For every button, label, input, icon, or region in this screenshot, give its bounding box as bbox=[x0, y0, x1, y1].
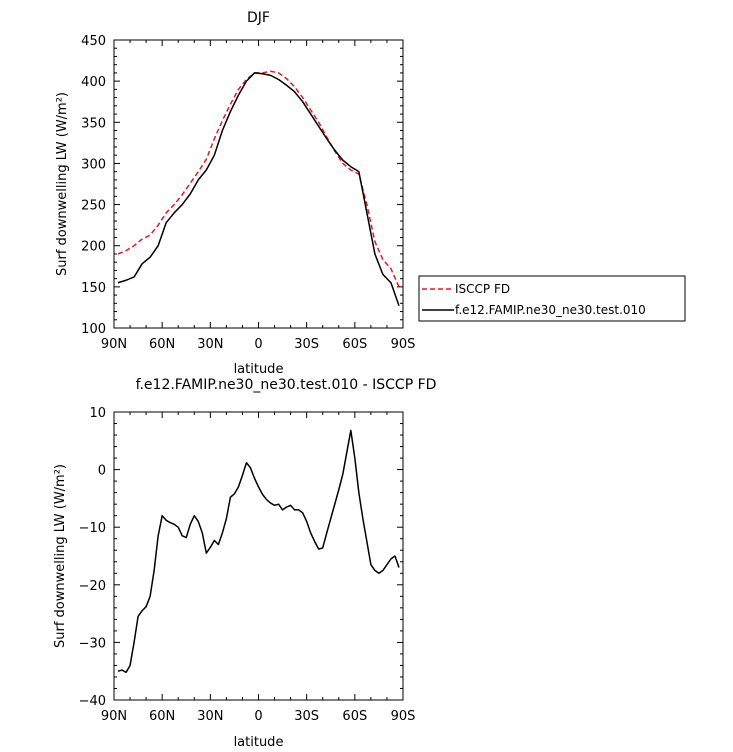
top-chart-lines bbox=[117, 70, 400, 307]
bottom-chart-lines bbox=[117, 429, 400, 674]
bottom-chart-y-tick-label: −40 bbox=[79, 694, 106, 709]
bottom-chart-y-tick-label: −30 bbox=[79, 636, 106, 651]
bottom-chart-x-tick-label: 90N bbox=[101, 709, 127, 724]
bottom-chart-plot-frame bbox=[113, 411, 404, 701]
bottom-chart-y-tick-label: 0 bbox=[98, 464, 106, 479]
top-chart-y-tick-label: 150 bbox=[81, 281, 106, 296]
top-chart-y-tick-label: 300 bbox=[81, 157, 106, 172]
bottom-chart-x-ticks: 90N 60N 30N 0 30S 60S 90S bbox=[101, 412, 416, 724]
bottom-chart-difference-line bbox=[117, 429, 400, 674]
top-chart-x-tick-label: 90N bbox=[101, 337, 127, 352]
bottom-chart-y-tick-label: −20 bbox=[79, 579, 106, 594]
top-chart-x-tick-label: 90S bbox=[391, 337, 416, 352]
bottom-chart-x-tick-label: 90S bbox=[391, 709, 416, 724]
top-chart-y-ticks: 100 150 200 250 300 350 400 450 bbox=[81, 34, 403, 337]
bottom-chart-x-tick-label: 30N bbox=[197, 709, 223, 724]
top-chart-title: DJF bbox=[247, 10, 270, 26]
top-chart-y-tick-label: 350 bbox=[81, 116, 106, 131]
top-chart-y-axis-title: Surf downwelling LW (W/m²) bbox=[55, 92, 70, 276]
top-chart-isccp-fd-line bbox=[117, 70, 400, 288]
top-chart-legend: ISCCP FD f.e12.FAMIP.ne30_ne30.test.010 bbox=[418, 275, 686, 322]
bottom-chart-panel: f.e12.FAMIP.ne30_ne30.test.010 - ISCCP F… bbox=[53, 377, 436, 750]
bottom-chart-y-tick-label: −10 bbox=[79, 521, 106, 536]
top-chart-y-tick-label: 100 bbox=[81, 322, 106, 337]
bottom-chart-x-tick-label: 0 bbox=[254, 709, 262, 724]
bottom-chart-x-tick-label: 60N bbox=[149, 709, 175, 724]
top-chart-x-tick-label: 60N bbox=[149, 337, 175, 352]
legend-box bbox=[418, 275, 686, 322]
bottom-chart-y-ticks: −40 −30 −20 −10 0 10 bbox=[79, 406, 403, 709]
top-chart-y-tick-label: 450 bbox=[81, 34, 106, 49]
top-chart-y-tick-label: 400 bbox=[81, 75, 106, 90]
top-chart-y-tick-label: 250 bbox=[81, 199, 106, 214]
bottom-chart-title: f.e12.FAMIP.ne30_ne30.test.010 - ISCCP F… bbox=[136, 377, 437, 393]
top-chart-x-tick-label: 0 bbox=[254, 337, 262, 352]
top-chart-x-tick-label: 60S bbox=[342, 337, 367, 352]
bottom-chart-x-tick-label: 60S bbox=[342, 709, 367, 724]
top-chart-x-tick-label: 30S bbox=[294, 337, 319, 352]
top-chart-x-tick-label: 30N bbox=[197, 337, 223, 352]
legend-label-isccp: ISCCP FD bbox=[455, 282, 510, 296]
bottom-chart-y-axis-title: Surf downwelling LW (W/m²) bbox=[53, 464, 68, 648]
bottom-chart-y-tick-label: 10 bbox=[89, 406, 106, 421]
top-chart-y-tick-label: 200 bbox=[81, 240, 106, 255]
top-chart-x-ticks: 90N 60N 30N 0 30S 60S 90S bbox=[101, 40, 416, 352]
bottom-chart-x-tick-label: 30S bbox=[294, 709, 319, 724]
top-chart-plot-frame bbox=[113, 39, 404, 329]
top-chart-x-axis-title: latitude bbox=[234, 362, 284, 377]
top-chart-panel: DJF 90N 60N 30N 0 30S 60S 90S 100 150 200 250 300 3… bbox=[55, 10, 686, 377]
top-chart-model-line bbox=[117, 72, 400, 307]
bottom-chart-x-axis-title: latitude bbox=[234, 735, 284, 750]
legend-label-model: f.e12.FAMIP.ne30_ne30.test.010 bbox=[455, 303, 646, 317]
